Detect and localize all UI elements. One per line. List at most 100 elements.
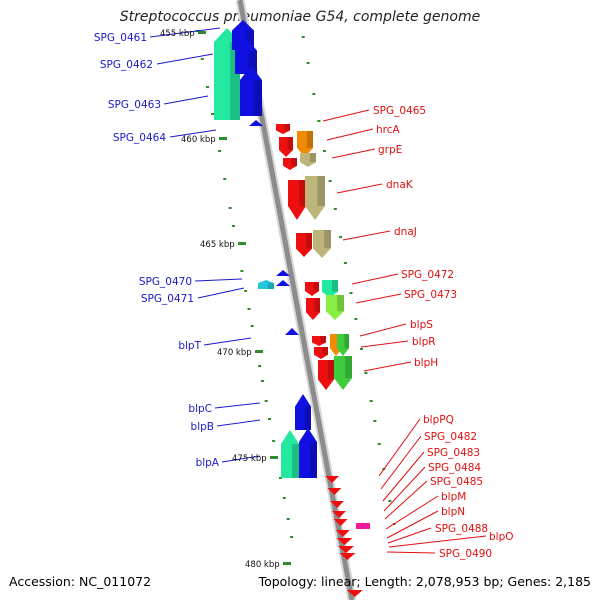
label-spg_0488: SPG_0488: [435, 523, 488, 535]
track-tick: [359, 348, 363, 350]
label-spg_0472-connector: [351, 273, 399, 285]
track-tick: [306, 62, 310, 64]
label-spg_0464-connector: [169, 129, 217, 138]
label-spg_0488-connector: [387, 527, 432, 544]
label-spg_0484: SPG_0484: [428, 462, 481, 474]
label-spg_0490: SPG_0490: [439, 548, 492, 560]
genome-summary: Topology: linear; Length: 2,078,953 bp; …: [258, 574, 591, 589]
label-dnaj-connector: [342, 230, 391, 241]
gene-spg0473: [306, 298, 320, 320]
label-blpt-connector: [203, 337, 252, 346]
ruler-tick: [258, 365, 262, 367]
label-blpb: blpB: [191, 421, 214, 433]
ruler-tick: [272, 440, 276, 442]
track-tick: [339, 236, 343, 238]
label-spg_0482-connector: [380, 435, 422, 490]
gene-blpR: [314, 347, 328, 359]
ruler-major-tick: [238, 242, 246, 245]
ruler-tick: [228, 207, 232, 209]
label-spg_0485-connector: [384, 480, 428, 520]
ruler-tick: [211, 113, 215, 115]
gene-spg0488-band: [356, 523, 370, 529]
ruler-tick: [206, 86, 210, 88]
gene-blpH-band: [334, 356, 352, 390]
label-blpa: blpA: [196, 457, 220, 469]
track-tick: [373, 420, 377, 422]
gene-blpC: [295, 394, 311, 430]
label-blppq: blpPQ: [423, 414, 454, 426]
track-tick: [364, 372, 368, 374]
ruler-tick: [268, 418, 272, 420]
ruler-tick: [200, 58, 204, 60]
label-spg_0470: SPG_0470: [139, 276, 192, 288]
label-spg_0484-connector: [383, 466, 426, 512]
gene-small-arrow: [327, 488, 342, 495]
label-spg_0485: SPG_0485: [430, 476, 483, 488]
ruler-label: 475 kbp: [232, 454, 267, 464]
label-blpn: blpN: [441, 506, 465, 518]
gene-dnaK: [288, 180, 306, 220]
label-blpb-connector: [216, 419, 261, 427]
label-spg_0471-connector: [197, 287, 245, 299]
label-spg_0483-connector: [382, 451, 425, 502]
ruler-tick: [279, 477, 283, 479]
label-spg_0462: SPG_0462: [100, 59, 153, 71]
track-tick: [312, 93, 316, 95]
gene-blpT: [285, 328, 299, 335]
gene-spg0470: [258, 280, 274, 289]
gene-spg0462: [235, 38, 257, 74]
label-spg_0490-connector: [386, 551, 436, 554]
label-blppq-connector: [378, 418, 421, 477]
gene-blpH: [318, 360, 334, 390]
label-spg_0473: SPG_0473: [404, 289, 457, 301]
ruler-major-tick: [270, 456, 278, 459]
label-spg_0473-connector: [355, 293, 402, 304]
label-spg_0470-connector: [194, 278, 243, 282]
label-blpc-connector: [214, 402, 261, 409]
track-tick: [343, 262, 347, 264]
track-tick: [354, 318, 358, 320]
gene-dnaJ-band: [313, 230, 331, 258]
gene-small-arrow: [336, 538, 353, 545]
gene-small-arrow: [338, 546, 354, 553]
gene-small-arrow: [325, 476, 339, 483]
ruler-label: 480 kbp: [245, 560, 280, 570]
label-spg_0465: SPG_0465: [373, 105, 426, 117]
ruler-tick: [244, 290, 248, 292]
label-blps: blpS: [410, 319, 433, 331]
ruler-tick: [247, 308, 251, 310]
label-grpe-connector: [331, 148, 376, 159]
label-blpo-connector: [388, 535, 487, 548]
gene-small-arrow: [346, 590, 363, 597]
track-tick: [377, 443, 381, 445]
ruler-label: 460 kbp: [181, 135, 216, 145]
ruler-major-tick: [219, 137, 227, 140]
ruler-tick: [218, 150, 221, 152]
gene-spg0463: [240, 66, 262, 116]
track-tick: [349, 292, 353, 294]
ruler-major-tick: [255, 350, 263, 353]
label-dnak-connector: [336, 183, 383, 194]
gene-grpE-band: [300, 153, 316, 167]
label-blps-connector: [359, 323, 407, 337]
label-blpa-connector: [221, 455, 261, 463]
gene-hrcA: [279, 137, 293, 157]
ruler-major-tick: [283, 562, 291, 565]
ruler-tick: [260, 380, 264, 382]
gene-small-arrow: [339, 553, 356, 560]
label-hrca-connector: [326, 128, 374, 141]
ruler-label: 455 kbp: [160, 29, 195, 39]
label-blpm-connector: [385, 495, 439, 530]
ruler-tick: [240, 270, 244, 272]
gene-spg0473-band: [326, 295, 344, 320]
gene-blpR-band: [337, 334, 349, 356]
gene-hrcA-band: [297, 131, 313, 157]
track-tick: [388, 500, 392, 502]
label-blpt: blpT: [178, 340, 201, 352]
label-dnak: dnaK: [386, 179, 414, 191]
label-blpo: blpO: [489, 531, 514, 543]
label-hrca: hrcA: [376, 124, 401, 136]
label-spg_0483: SPG_0483: [427, 447, 480, 459]
gene-spg0472-band: [322, 280, 338, 298]
